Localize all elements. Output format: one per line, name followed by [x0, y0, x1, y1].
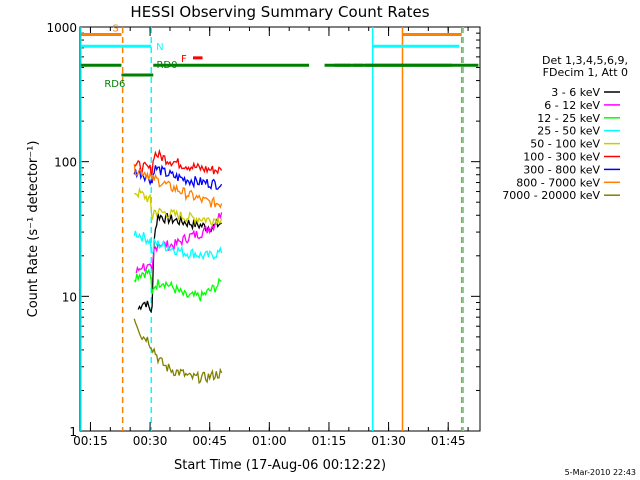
x-tick-label: 01:45 — [431, 434, 466, 448]
legend-label: 6 - 12 keV — [544, 99, 600, 112]
y-tick-label: 1000 — [46, 21, 77, 35]
x-tick-label: 01:15 — [312, 434, 347, 448]
legend-label: 300 - 800 keV — [523, 163, 600, 176]
flag-bars: S N F RD0 RD6 — [80, 23, 479, 90]
plot-frame — [79, 26, 481, 432]
chart-title: HESSI Observing Summary Count Rates — [130, 3, 429, 21]
series-line — [133, 318, 223, 385]
legend-label: 12 - 25 keV — [537, 112, 600, 125]
series-line — [133, 148, 223, 176]
series-line — [134, 186, 223, 226]
timestamp-label: 5-Mar-2010 22:43 — [565, 468, 636, 477]
legend-label: 7000 - 20000 keV — [502, 189, 600, 202]
x-tick-label: 01:30 — [371, 434, 406, 448]
y-tick-label: 10 — [62, 290, 77, 304]
legend: Det 1,3,4,5,6,9,FDecim 1, Att 0 3 - 6 keV… — [502, 54, 628, 202]
legend-header: FDecim 1, Att 0 — [543, 66, 628, 79]
legend-label: 50 - 100 keV — [530, 138, 600, 151]
series-line — [133, 267, 222, 302]
series-line — [137, 213, 222, 314]
flag-label: RD0 — [156, 60, 177, 71]
x-tick-label: 01:00 — [252, 434, 287, 448]
flag-label: F — [181, 54, 187, 65]
series-line — [133, 230, 223, 261]
series-line — [133, 164, 223, 191]
legend-label: 800 - 7000 keV — [516, 176, 600, 189]
vertical-markers — [80, 27, 465, 431]
series-line — [135, 212, 223, 274]
x-tick-label: 00:15 — [73, 434, 108, 448]
legend-header: Det 1,3,4,5,6,9, — [542, 54, 628, 67]
x-tick-label: 00:45 — [192, 434, 227, 448]
legend-label: 100 - 300 keV — [523, 151, 600, 164]
x-axis: 00:15 00:30 00:45 01:00 01:15 01:30 01:45 — [73, 27, 469, 448]
legend-label: 25 - 50 keV — [537, 125, 600, 138]
legend-label: 3 - 6 keV — [551, 86, 600, 99]
y-axis-label: Count Rate (s⁻¹ detector⁻¹) — [26, 141, 41, 318]
y-tick-label: 100 — [54, 156, 77, 170]
flag-label: S — [112, 23, 118, 34]
series-line — [133, 164, 223, 209]
y-tick-label: 1 — [69, 425, 77, 439]
flag-label: RD6 — [104, 79, 125, 90]
x-tick-label: 00:30 — [133, 434, 168, 448]
series-lines — [133, 148, 223, 385]
x-axis-label: Start Time (17-Aug-06 00:12:22) — [174, 458, 386, 473]
flag-label: N — [156, 42, 163, 53]
